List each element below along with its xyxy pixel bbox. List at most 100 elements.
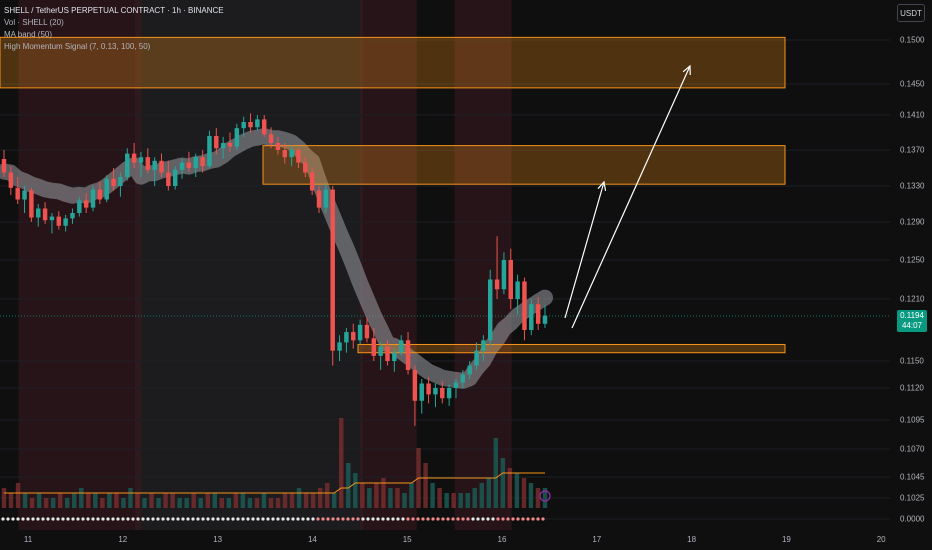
y-tick-label: 0.1370 xyxy=(900,145,925,155)
signal-dot xyxy=(421,517,425,521)
volume-bar xyxy=(507,468,513,508)
candle-body xyxy=(152,160,157,170)
volume-bar xyxy=(72,493,77,508)
candle-body xyxy=(337,342,342,351)
candle-body xyxy=(36,208,41,218)
candle-body xyxy=(446,388,452,399)
candle-body xyxy=(166,172,171,186)
signal-dot xyxy=(356,517,360,521)
signal-dot xyxy=(191,517,195,521)
volume-bar xyxy=(395,488,400,508)
volume-bar xyxy=(170,493,175,508)
candle-body xyxy=(289,150,294,158)
candle-body xyxy=(131,153,137,163)
zones xyxy=(0,36,786,354)
candle-body xyxy=(398,340,404,353)
signal-dot xyxy=(396,517,400,521)
signal-dot xyxy=(96,517,100,521)
volume-bar xyxy=(282,493,288,508)
signal-dot xyxy=(146,517,150,521)
candle-body xyxy=(29,190,34,218)
volume-bar xyxy=(135,493,140,508)
candle-body xyxy=(179,162,185,170)
volume-bar xyxy=(310,493,316,508)
candle-body xyxy=(371,338,377,356)
signal-dot xyxy=(306,517,310,521)
projection-arrows xyxy=(564,64,691,329)
signal-dot xyxy=(131,517,135,521)
signal-dot xyxy=(316,517,320,521)
x-tick-label: 15 xyxy=(402,535,412,544)
volume-bar xyxy=(542,488,548,508)
legend-signal[interactable]: High Momentum Signal (7, 0.13, 100, 50) xyxy=(4,42,151,51)
candle-body xyxy=(145,157,151,170)
signal-dot xyxy=(46,517,50,521)
candle-body xyxy=(453,382,459,388)
signal-dot xyxy=(276,517,280,521)
chart-legend: SHELL / TetherUS PERPETUAL CONTRACT · 1h… xyxy=(4,5,224,53)
signal-dot xyxy=(256,517,260,521)
candle-body xyxy=(440,388,445,399)
candle-body xyxy=(255,119,260,128)
signal-dot xyxy=(251,517,255,521)
signal-dot xyxy=(541,517,545,521)
candle-body xyxy=(77,200,82,213)
candle-body xyxy=(90,189,96,208)
volume-bar xyxy=(493,438,499,508)
candle-body xyxy=(364,324,370,339)
volume-bar xyxy=(528,483,534,508)
legend-vol[interactable]: Vol · SHELL (20) xyxy=(4,18,64,27)
signal-dot xyxy=(26,517,30,521)
signal-dot xyxy=(86,517,90,521)
volume-bar xyxy=(317,488,323,508)
signal-dot xyxy=(486,517,490,521)
volume-bar xyxy=(240,493,246,508)
symbol-title[interactable]: SHELL / TetherUS PERPETUAL CONTRACT · 1h… xyxy=(4,6,224,15)
y-tick-label: 0.1070 xyxy=(900,444,925,454)
volume-bar xyxy=(198,498,203,508)
signal-dot xyxy=(236,517,240,521)
signal-dot xyxy=(71,517,75,521)
legend-ma-band[interactable]: MA band (50) xyxy=(4,30,53,39)
signal-dot xyxy=(161,517,165,521)
signal-dot xyxy=(101,517,105,521)
currency-unit-button[interactable]: USDT xyxy=(897,4,925,22)
supply-demand-zone xyxy=(357,343,786,354)
candle-body xyxy=(426,383,431,395)
volume-bar xyxy=(65,498,70,508)
volume-bar xyxy=(163,493,168,508)
candle-body xyxy=(419,383,424,401)
volume-bar xyxy=(388,488,393,508)
candle-body xyxy=(275,143,281,150)
signal-dot xyxy=(31,517,35,521)
volume-bar xyxy=(29,498,35,508)
candle-body xyxy=(474,350,479,366)
signal-dot xyxy=(326,517,330,521)
y-tick-label: 0.1450 xyxy=(900,79,925,89)
y-tick-label: 0.1210 xyxy=(900,294,925,304)
candle-body xyxy=(8,172,14,188)
candle-body xyxy=(83,200,89,208)
volume-bar xyxy=(479,483,484,508)
volume-bar xyxy=(8,493,14,508)
signal-dot xyxy=(216,517,220,521)
signal-dot xyxy=(171,517,175,521)
signal-dot xyxy=(361,517,365,521)
volume-bar xyxy=(15,483,21,508)
candle-body xyxy=(172,169,178,186)
signal-dot xyxy=(6,517,10,521)
projection-arrow xyxy=(564,181,605,319)
candle-body xyxy=(296,150,301,163)
candle-body xyxy=(22,190,27,200)
x-tick-label: 18 xyxy=(687,535,697,544)
signal-dot xyxy=(366,517,370,521)
volume-bar xyxy=(430,483,435,508)
signal-dots xyxy=(1,490,551,521)
signal-dot xyxy=(231,517,235,521)
arrow-head xyxy=(597,180,607,191)
y-tick-label: 0.1290 xyxy=(900,217,925,227)
volume-bar xyxy=(296,488,302,508)
volume-bar xyxy=(107,493,112,508)
signal-dot xyxy=(331,517,335,521)
